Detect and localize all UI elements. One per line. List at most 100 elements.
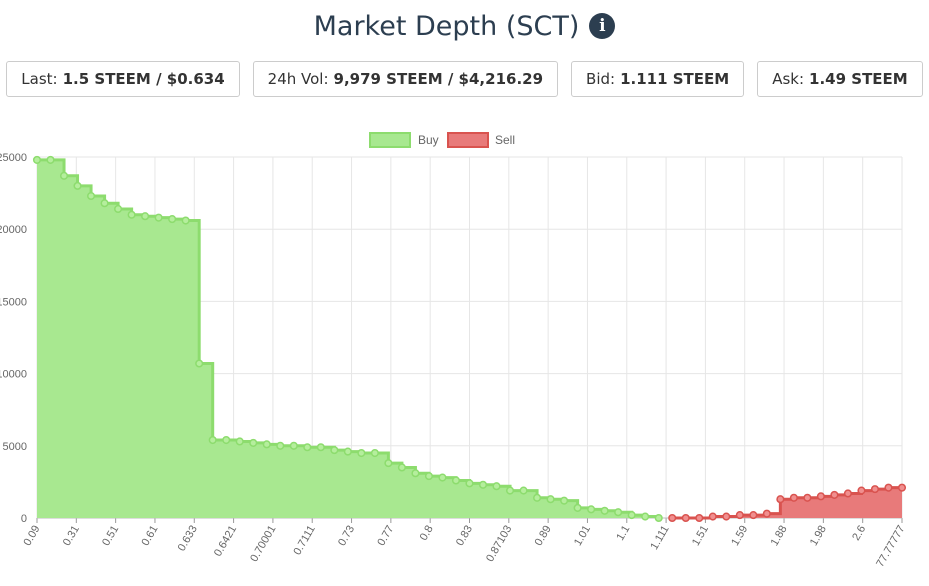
x-tick-label: 0.89 (533, 524, 554, 549)
buy-point[interactable] (451, 476, 461, 485)
x-tick-label: 0.87103 (484, 524, 514, 564)
x-tick-label: 0.7111 (291, 524, 317, 558)
x-tick-label: 1.88 (769, 524, 790, 549)
buy-point[interactable] (235, 437, 244, 446)
buy-point[interactable] (73, 181, 82, 190)
buy-point[interactable] (478, 480, 488, 489)
buy-point[interactable] (127, 210, 136, 219)
sell-point[interactable] (857, 486, 866, 495)
sell-point[interactable] (884, 483, 893, 492)
sell-area (672, 487, 902, 518)
x-tick-label: 1.51 (690, 524, 711, 549)
y-tick-label: 15000 (0, 296, 27, 308)
x-tick-label: 0.70001 (248, 524, 278, 564)
buy-point[interactable] (546, 495, 555, 504)
sell-point[interactable] (735, 511, 744, 520)
sell-point[interactable] (722, 512, 731, 521)
bid-value: 1.111 STEEM (620, 70, 730, 88)
buy-point[interactable] (32, 155, 42, 164)
buy-point[interactable] (614, 508, 623, 517)
sell-point[interactable] (816, 492, 825, 501)
buy-point[interactable] (59, 171, 69, 180)
buy-point[interactable] (357, 448, 366, 458)
y-tick-label: 10000 (0, 369, 27, 381)
legend-buy-label[interactable]: Buy (418, 133, 439, 147)
buy-point[interactable] (208, 435, 217, 445)
buy-point[interactable] (397, 463, 406, 472)
buy-point[interactable] (222, 435, 231, 445)
buy-point[interactable] (343, 447, 352, 456)
buy-point[interactable] (262, 440, 271, 449)
page-title: Market Depth (SCT) (313, 10, 580, 42)
buy-point[interactable] (195, 359, 204, 368)
buy-point[interactable] (87, 191, 96, 201)
x-tick-label: 0.31 (61, 524, 82, 549)
sell-point[interactable] (681, 513, 690, 523)
buy-point[interactable] (330, 446, 339, 455)
buy-point[interactable] (424, 472, 434, 481)
x-tick-label: 0.8 (418, 524, 436, 543)
buy-point[interactable] (600, 506, 609, 515)
y-tick-label: 5000 (3, 441, 27, 453)
buy-point[interactable] (303, 443, 312, 452)
sell-point[interactable] (870, 485, 880, 494)
legend-buy-swatch[interactable] (369, 132, 411, 148)
buy-point[interactable] (654, 513, 663, 523)
buy-point[interactable] (505, 486, 515, 495)
sell-point[interactable] (789, 493, 798, 502)
buy-point[interactable] (492, 482, 501, 491)
buy-point[interactable] (181, 216, 190, 225)
bid-label: Bid: (586, 70, 616, 88)
x-tick-label: 1.98 (808, 524, 829, 549)
buy-point[interactable] (276, 441, 285, 450)
x-tick-label: 0.51 (100, 524, 121, 549)
sell-point[interactable] (762, 509, 771, 518)
sell-point[interactable] (776, 495, 785, 504)
buy-point[interactable] (519, 486, 528, 495)
sell-point[interactable] (843, 489, 852, 498)
buy-point[interactable] (560, 496, 569, 505)
buy-point[interactable] (627, 511, 636, 520)
buy-point[interactable] (141, 212, 150, 221)
last-price-stat: Last: 1.5 STEEM / $0.634 (6, 61, 240, 97)
stats-bar: Last: 1.5 STEEM / $0.634 24h Vol: 9,979 … (0, 61, 929, 97)
buy-point[interactable] (438, 473, 447, 482)
chart-svg: 0 5000 10000 15000 20000 25000 0.09 0.31 0.51 0.6… (0, 132, 908, 569)
buy-point[interactable] (114, 204, 123, 214)
buy-point[interactable] (154, 213, 163, 222)
legend-sell-label[interactable]: Sell (495, 133, 515, 147)
last-price-value: 1.5 STEEM / $0.634 (62, 70, 225, 88)
sell-point[interactable] (749, 511, 758, 520)
volume-value: 9,979 STEEM / $4,216.29 (333, 70, 544, 88)
buy-point[interactable] (46, 155, 55, 164)
legend-sell-swatch[interactable] (447, 132, 489, 148)
buy-point[interactable] (289, 441, 298, 450)
buy-point[interactable] (587, 505, 596, 514)
x-tick-label: 0.6421 (212, 524, 239, 559)
buy-point[interactable] (573, 503, 582, 512)
sell-point[interactable] (668, 513, 677, 523)
x-tick-label: 1.01 (572, 524, 593, 549)
volume-stat: 24h Vol: 9,979 STEEM / $4,216.29 (252, 61, 559, 97)
sell-point[interactable] (897, 483, 907, 492)
buy-point[interactable] (411, 469, 420, 478)
volume-label: 24h Vol: (267, 70, 329, 88)
buy-point[interactable] (465, 479, 474, 488)
buy-point[interactable] (100, 199, 109, 208)
y-tick-label: 20000 (0, 224, 27, 236)
buy-point[interactable] (641, 512, 650, 521)
info-circle-icon[interactable]: i (589, 13, 616, 39)
sell-point[interactable] (830, 490, 839, 499)
x-tick-label: 1.59 (729, 524, 750, 549)
sell-point[interactable] (708, 512, 717, 521)
x-tick-label: 0.09 (21, 524, 42, 549)
y-tick-label: 0 (21, 513, 27, 525)
sell-point[interactable] (695, 513, 704, 523)
buy-point[interactable] (249, 438, 258, 447)
buy-point[interactable] (384, 459, 393, 468)
buy-point[interactable] (316, 443, 325, 452)
buy-point[interactable] (533, 493, 542, 502)
sell-point[interactable] (803, 493, 812, 502)
buy-point[interactable] (168, 215, 177, 224)
buy-point[interactable] (370, 448, 379, 458)
